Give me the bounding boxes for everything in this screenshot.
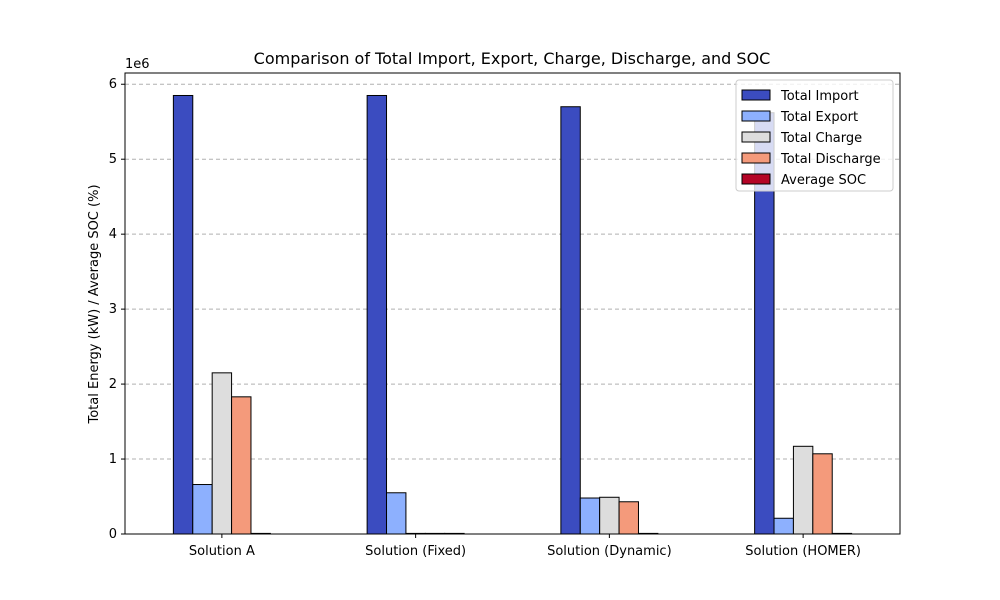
bars-layer — [172, 94, 853, 535]
legend-label: Total Discharge — [780, 152, 881, 167]
legend-swatch — [741, 110, 771, 122]
bar-total-import — [560, 106, 581, 535]
legend-box — [735, 79, 894, 192]
bar-total-charge — [211, 372, 233, 535]
y-tick-label: 2 — [109, 377, 117, 392]
axes-layer: 0 1 2 3 4 5 6 Solution A Solution (Fixed) Solutio… — [109, 72, 901, 559]
bar-total-export — [386, 492, 407, 535]
bar-total-discharge — [812, 453, 833, 535]
bar-total-export — [192, 484, 213, 535]
bar-total-import — [172, 94, 194, 535]
y-tick-label: 6 — [109, 77, 117, 92]
bar-total-charge — [792, 445, 814, 535]
chart-title: Comparison of Total Import, Export, Char… — [254, 49, 771, 68]
y-tick-label: 0 — [109, 527, 117, 542]
legend-label: Total Charge — [780, 131, 862, 146]
bar-total-import — [366, 94, 388, 535]
legend-label: Total Import — [780, 89, 859, 104]
bar-total-discharge — [231, 396, 252, 535]
legend-swatch — [741, 173, 771, 185]
y-tick-label: 3 — [109, 302, 117, 317]
y-tick-label: 5 — [109, 152, 117, 167]
y-offset-label: 1e6 — [125, 57, 150, 72]
x-tick-label: Solution (Fixed) — [365, 544, 466, 559]
y-tick-label: 4 — [109, 227, 117, 242]
bar-total-charge — [599, 496, 620, 535]
plot-frame — [124, 72, 901, 535]
legend-label: Total Export — [780, 110, 858, 125]
x-tick-label: Solution (Dynamic) — [547, 544, 672, 559]
x-tick-label: Solution A — [189, 544, 255, 559]
legend-swatch — [741, 131, 771, 143]
y-axis-label: Total Energy (kW) / Average SOC (%) — [87, 184, 102, 424]
bar-total-export — [579, 497, 601, 535]
bar-total-export — [773, 517, 794, 535]
legend-label: Average SOC — [781, 173, 866, 188]
legend-swatch — [741, 152, 771, 164]
y-tick-label: 1 — [109, 452, 117, 467]
x-tick-label: Solution (HOMER) — [745, 544, 861, 559]
legend: Total Import Total Export Total Charge Tota… — [735, 79, 894, 192]
legend-swatch — [741, 89, 771, 101]
bar-total-discharge — [618, 501, 639, 535]
